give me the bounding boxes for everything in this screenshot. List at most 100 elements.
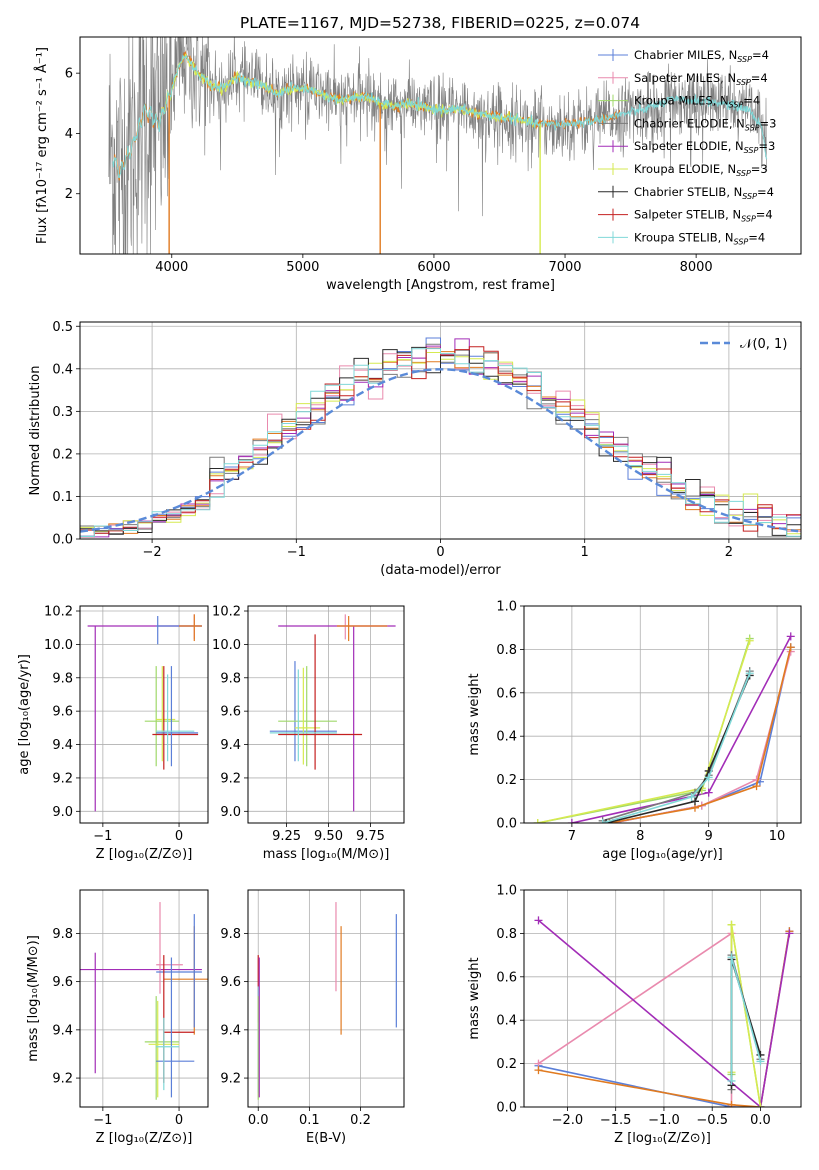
y-tick-label: 10.2 xyxy=(44,605,73,620)
y-tick-label: 10.2 xyxy=(212,605,241,620)
y-tick-label: 1.0 xyxy=(496,884,517,899)
axes-frame xyxy=(523,605,802,824)
y-tick-label: 10.0 xyxy=(44,638,73,653)
y-tick-label: 0.4 xyxy=(496,1014,517,1029)
x-tick-label: 9.75 xyxy=(356,829,385,844)
weight-marker xyxy=(727,1100,736,1107)
y-tick-label: 0.8 xyxy=(496,927,517,942)
x-axis-label: Z [log₁₀(Z/Z⊙)] xyxy=(614,1131,711,1146)
x-axis-label: (data-model)/error xyxy=(380,563,501,578)
y-tick-label: 9.8 xyxy=(52,671,73,686)
legend-label: Chabrier MILES, NSSP=4 xyxy=(634,48,769,64)
weight-marker xyxy=(598,819,607,823)
weight-marker xyxy=(602,819,611,823)
weight-marker xyxy=(756,1103,765,1107)
legend-label: Salpeter MILES, NSSP=4 xyxy=(634,71,768,87)
weight-series-line xyxy=(537,640,751,823)
weight-series-line xyxy=(730,959,762,1086)
chart-spectrum: 4000 5000 6000 7000 8000 2 4 6 wavelength [Angst… xyxy=(34,14,802,293)
y-tick-label: 0.6 xyxy=(496,686,517,701)
legend-label: Kroupa MILES, NSSP=4 xyxy=(634,94,760,110)
plot-area xyxy=(87,614,202,812)
y-tick-label: 6 xyxy=(65,67,73,82)
x-tick-label: 7 xyxy=(568,829,576,844)
x-tick-label: 5000 xyxy=(286,260,319,275)
legend-label: Chabrier STELIB, NSSP=4 xyxy=(634,185,774,201)
weight-marker xyxy=(704,788,713,797)
chart-age_weight: 7 8 9 10 0.0 0.2 0.4 0.6 0.8 1.0 age [log₁₀(age/yr… xyxy=(467,600,802,862)
x-tick-label: 0.0 xyxy=(248,1113,269,1128)
x-tick-label: 0 xyxy=(436,545,444,560)
axes-frame xyxy=(79,321,802,540)
weight-marker xyxy=(690,797,699,806)
y-tick-label: 9.6 xyxy=(52,975,73,990)
y-tick-label: 9.4 xyxy=(52,738,73,753)
chart-mass_age: 9.25 9.50 9.75 9.0 9.2 9.4 9.6 9.8 10.0 10.2 mass … xyxy=(212,605,405,862)
y-tick-label: 9.8 xyxy=(220,671,241,686)
weight-marker xyxy=(687,792,696,801)
plot-area xyxy=(80,337,801,538)
x-axis-label: Z [log₁₀(Z/Z⊙)] xyxy=(96,847,193,862)
x-tick-label: 6000 xyxy=(417,260,450,275)
y-tick-label: 0.2 xyxy=(52,447,73,462)
y-tick-label: 9.2 xyxy=(220,1072,241,1087)
weight-marker xyxy=(533,819,542,823)
axes-frame xyxy=(523,889,802,1108)
y-tick-label: 2 xyxy=(65,187,73,202)
y-axis-label: mass weight xyxy=(467,673,482,755)
axes-frame xyxy=(79,605,209,824)
y-tick-label: 0.4 xyxy=(52,362,73,377)
x-tick-label: −2 xyxy=(143,545,162,560)
x-axis-label: wavelength [Angstrom, rest frame] xyxy=(326,278,555,293)
weight-series-line xyxy=(602,670,751,822)
plot-area xyxy=(257,902,397,1100)
legend-label: Salpeter STELIB, NSSP=4 xyxy=(634,208,773,224)
plot-area xyxy=(269,614,396,812)
y-tick-label: 4 xyxy=(65,127,73,142)
legend-label: 𝒩(0, 1) xyxy=(740,337,787,352)
y-tick-label: 0.2 xyxy=(496,1057,517,1072)
weight-marker xyxy=(786,632,795,641)
residual-histogram xyxy=(80,343,801,538)
x-tick-label: 9.25 xyxy=(272,829,301,844)
chart-residuals: −2 −1 0 1 2 0.0 0.1 0.2 0.3 0.4 0.5 (data-model)/er… xyxy=(28,320,802,578)
y-tick-label: 9.8 xyxy=(52,927,73,942)
weight-marker xyxy=(785,929,794,938)
x-tick-label: 1 xyxy=(581,545,589,560)
x-tick-label: −1.0 xyxy=(648,1113,680,1128)
weight-series-line xyxy=(609,647,792,823)
weight-series-line xyxy=(537,919,791,1107)
axes-frame xyxy=(247,605,405,824)
x-tick-label: −0.5 xyxy=(696,1113,728,1128)
weight-series-line xyxy=(612,651,792,823)
legend-label: Salpeter ELODIE, NSSP=3 xyxy=(634,139,775,155)
axes-frame xyxy=(79,889,209,1108)
weight-marker xyxy=(727,920,736,929)
y-tick-label: 1.0 xyxy=(496,600,517,615)
x-tick-label: 8000 xyxy=(680,260,713,275)
plot-area xyxy=(534,916,794,1107)
plot-area xyxy=(108,37,768,254)
legend-label: Kroupa STELIB, NSSP=4 xyxy=(634,230,765,246)
x-tick-label: 0 xyxy=(175,829,183,844)
x-axis-label: mass [log₁₀(M/M⊙)] xyxy=(263,847,390,862)
y-tick-label: 9.4 xyxy=(220,738,241,753)
x-tick-label: 0.2 xyxy=(350,1113,371,1128)
weight-marker xyxy=(567,819,576,823)
residual-histogram xyxy=(80,348,801,537)
y-tick-label: 9.2 xyxy=(52,771,73,786)
chart-z_mass: −1 0 9.2 9.4 9.6 9.8 Z [log₁₀(Z/Z⊙)] mass [log₁… xyxy=(26,889,209,1146)
y-tick-label: 0.5 xyxy=(52,320,73,335)
weight-series-line xyxy=(730,924,762,1107)
y-tick-label: 9.2 xyxy=(52,1072,73,1087)
x-tick-label: 8 xyxy=(636,829,644,844)
x-tick-label: 10 xyxy=(769,829,786,844)
weight-series-line xyxy=(612,647,792,823)
y-axis-label: mass weight xyxy=(467,957,482,1039)
model-spectrum-line xyxy=(112,54,768,179)
y-tick-label: 0.0 xyxy=(496,1101,517,1116)
y-tick-label: 9.0 xyxy=(52,805,73,820)
x-tick-label: 9 xyxy=(705,829,713,844)
x-tick-label: −1 xyxy=(93,829,112,844)
